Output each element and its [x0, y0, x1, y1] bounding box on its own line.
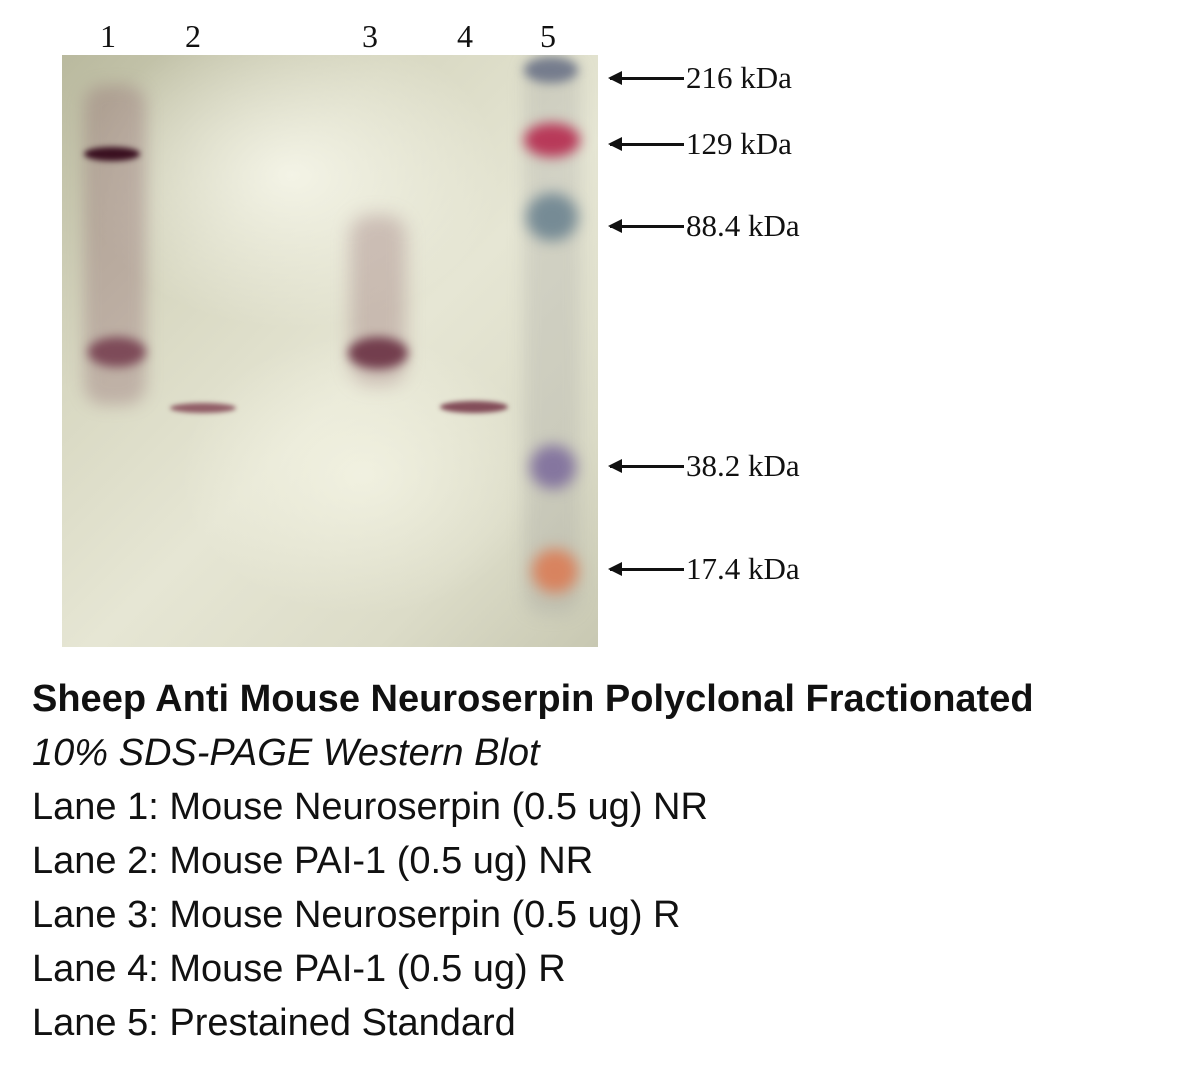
- marker-label: 88.4 kDa: [686, 208, 800, 243]
- caption-subtitle: 10% SDS-PAGE Western Blot: [32, 732, 540, 774]
- western-blot-image: [62, 55, 598, 647]
- arrow-left-icon: [608, 458, 684, 473]
- lane-label-4: 4: [457, 18, 473, 54]
- lane-label-3: 3: [362, 18, 378, 54]
- lane-label-5: 5: [540, 18, 556, 54]
- marker-label: 129 kDa: [686, 126, 792, 161]
- marker-88: 88.4 kDa: [608, 208, 800, 244]
- arrow-left-icon: [608, 136, 684, 151]
- arrow-left-icon: [608, 70, 684, 85]
- arrow-left-icon: [608, 218, 684, 233]
- caption-lane-3: Lane 3: Mouse Neuroserpin (0.5 ug) R: [32, 894, 681, 936]
- lane1-band-high: [84, 147, 140, 161]
- lane5-marker-38: [530, 445, 576, 489]
- lane4-band: [440, 401, 508, 413]
- arrow-left-icon: [608, 561, 684, 576]
- caption-lane-2: Lane 2: Mouse PAI-1 (0.5 ug) NR: [32, 840, 594, 882]
- marker-label: 216 kDa: [686, 60, 792, 95]
- marker-label: 38.2 kDa: [686, 448, 800, 483]
- lane5-marker-88: [526, 193, 578, 241]
- lane1-band-low: [88, 337, 146, 367]
- marker-label: 17.4 kDa: [686, 551, 800, 586]
- figure-caption: Sheep Anti Mouse Neuroserpin Polyclonal …: [32, 672, 1034, 1050]
- lane-label-1: 1: [100, 18, 116, 54]
- lane5-marker-129: [524, 123, 580, 157]
- lane3-band: [348, 337, 408, 369]
- caption-lane-4: Lane 4: Mouse PAI-1 (0.5 ug) R: [32, 948, 566, 990]
- lane5-marker-17: [532, 549, 578, 593]
- marker-38: 38.2 kDa: [608, 448, 800, 484]
- caption-title: Sheep Anti Mouse Neuroserpin Polyclonal …: [32, 678, 1034, 720]
- lane2-band: [170, 403, 236, 413]
- marker-17: 17.4 kDa: [608, 551, 800, 587]
- lane-label-2: 2: [185, 18, 201, 54]
- marker-129: 129 kDa: [608, 126, 792, 162]
- lane5-marker-216: [524, 57, 578, 83]
- caption-lane-1: Lane 1: Mouse Neuroserpin (0.5 ug) NR: [32, 786, 708, 828]
- marker-216: 216 kDa: [608, 60, 792, 96]
- caption-lane-5: Lane 5: Prestained Standard: [32, 1002, 516, 1044]
